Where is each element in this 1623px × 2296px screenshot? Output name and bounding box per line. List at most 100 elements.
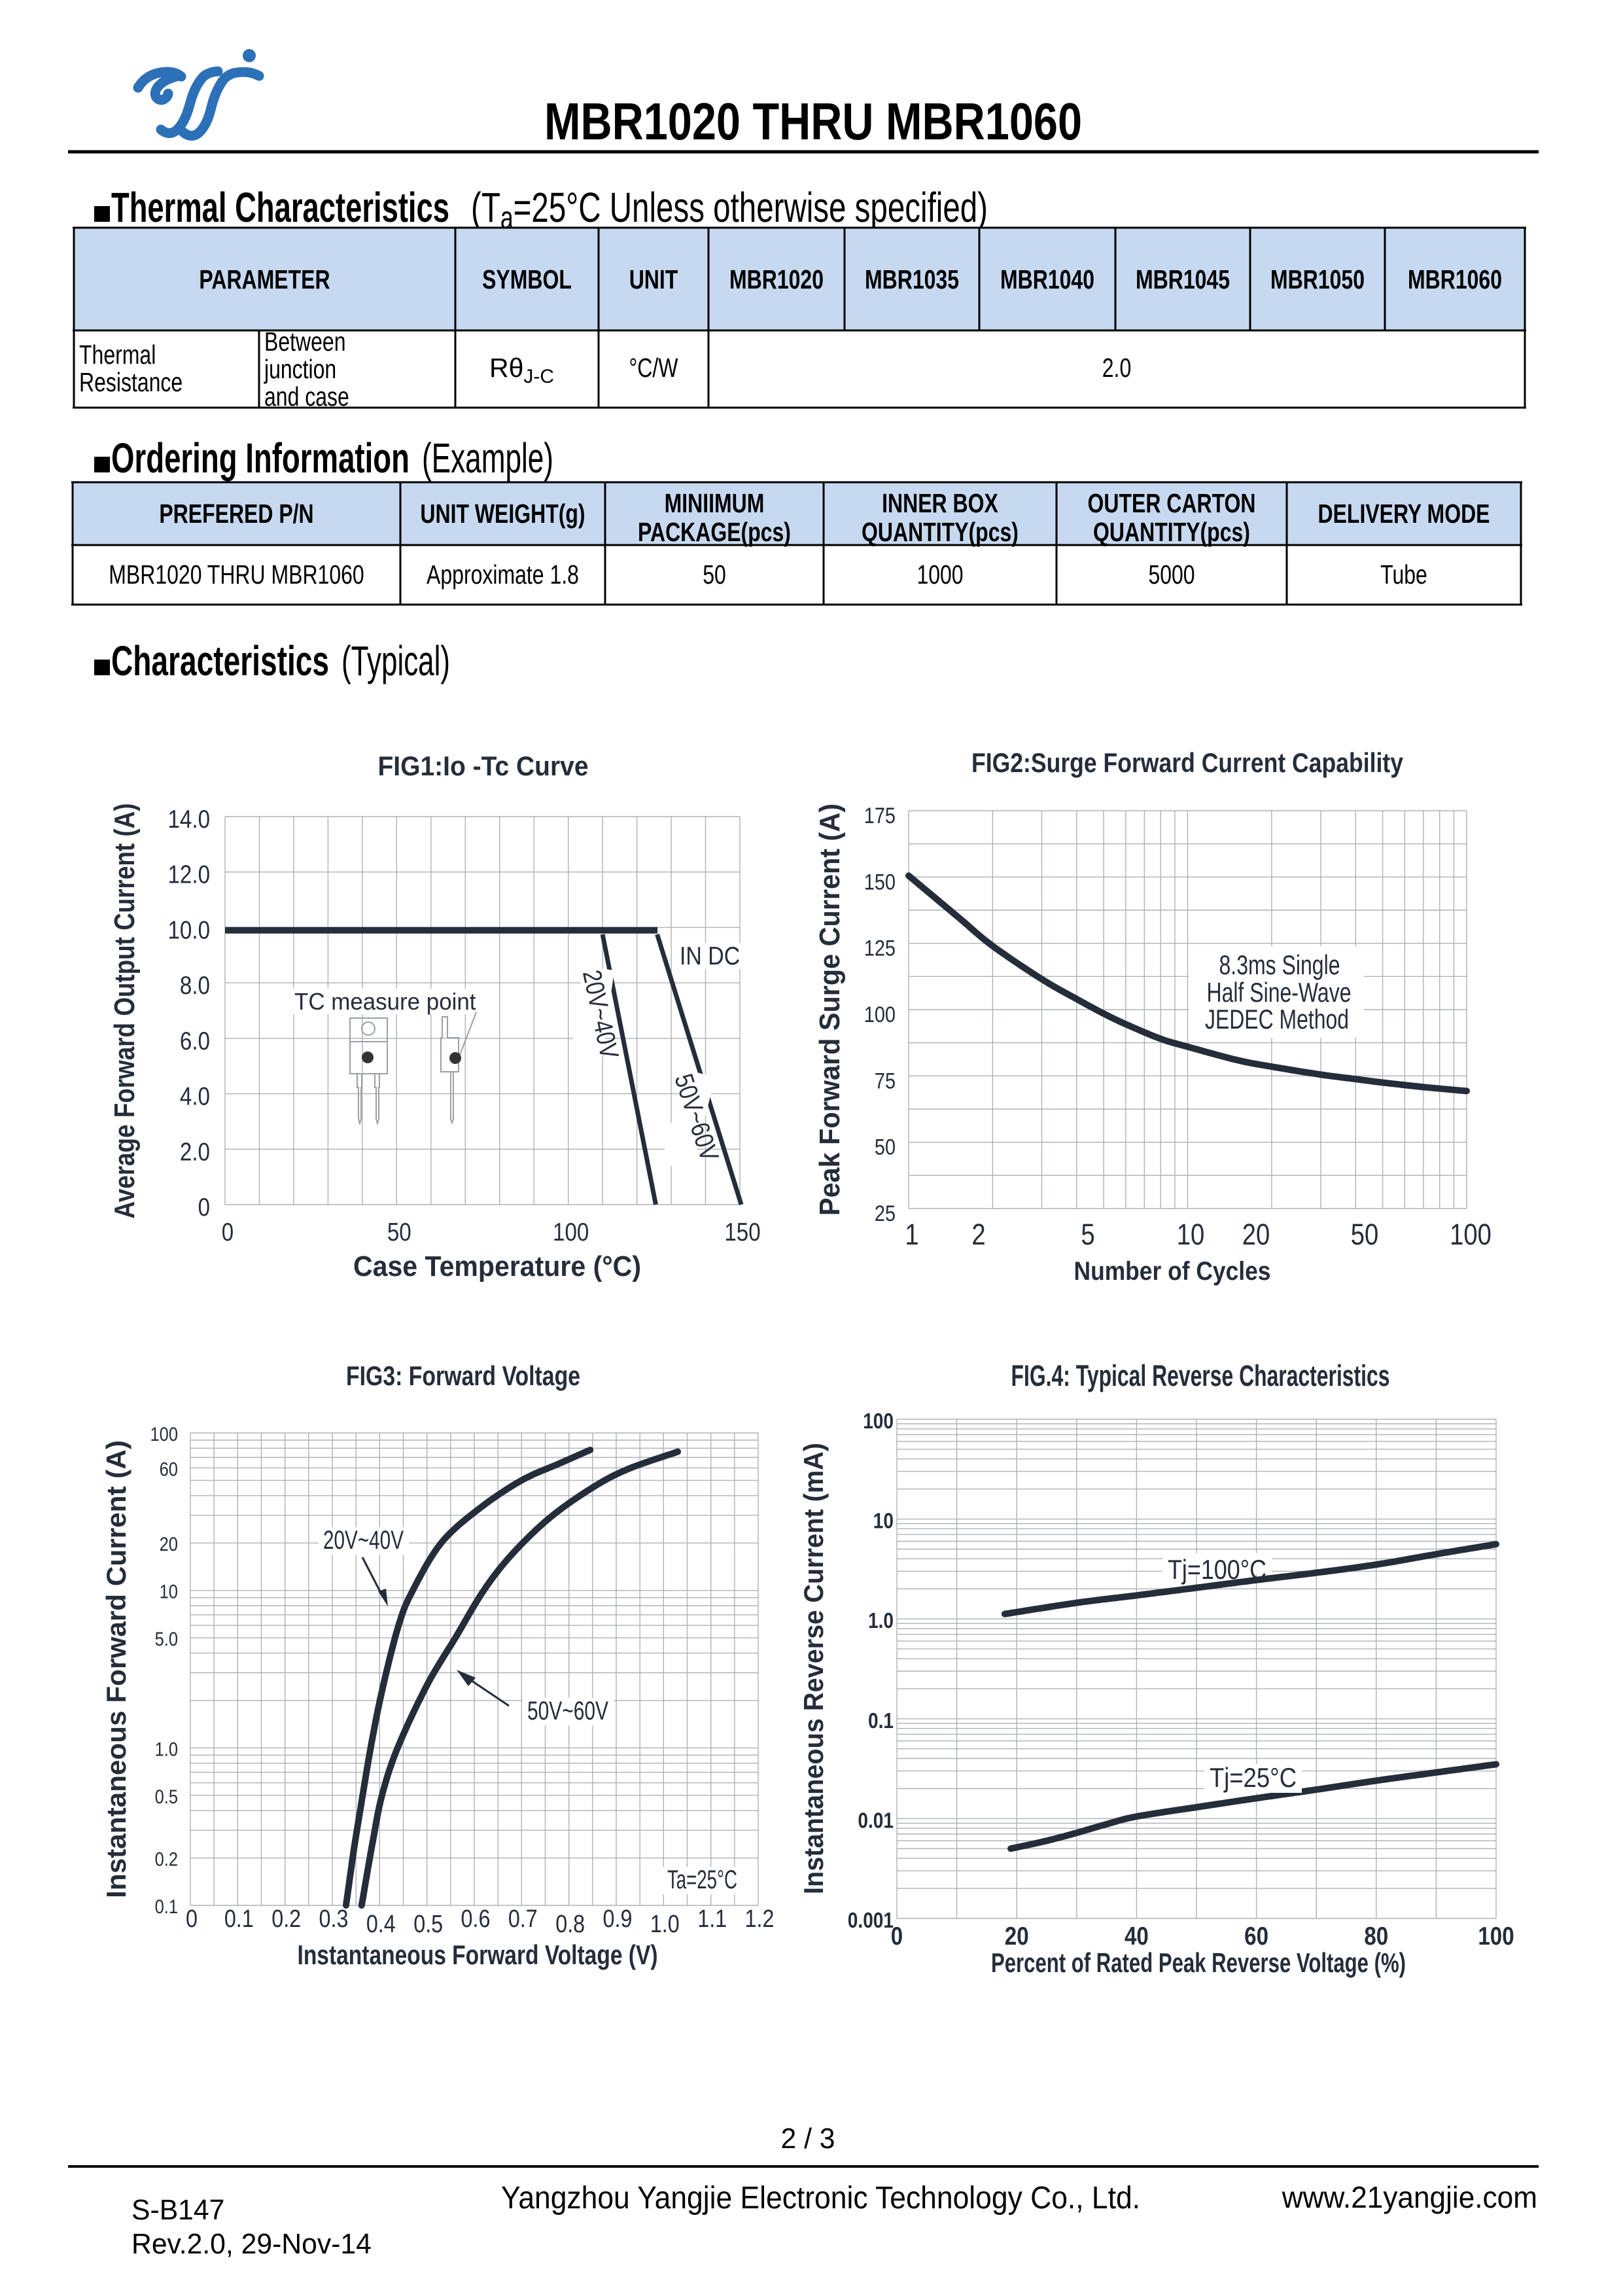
svg-text:0.5: 0.5 xyxy=(413,1911,443,1938)
svg-text:Approximate 1.8: Approximate 1.8 xyxy=(427,559,579,590)
svg-text:1.0: 1.0 xyxy=(650,1911,680,1938)
svg-text:TC measure point: TC measure point xyxy=(294,988,476,1015)
svg-text:0: 0 xyxy=(198,1193,210,1222)
svg-text:(Typical): (Typical) xyxy=(341,637,450,684)
svg-text:0.001: 0.001 xyxy=(848,1908,894,1932)
svg-text:Ordering Information: Ordering Information xyxy=(111,434,410,482)
svg-text:FIG3: Forward Voltage: FIG3: Forward Voltage xyxy=(346,1360,580,1391)
svg-text:Resistance: Resistance xyxy=(79,367,183,397)
svg-text:UNIT WEIGHT(g): UNIT WEIGHT(g) xyxy=(420,499,585,529)
svg-text:50: 50 xyxy=(703,559,726,590)
svg-text:0.1: 0.1 xyxy=(868,1708,894,1733)
svg-text:5: 5 xyxy=(1081,1218,1094,1251)
svg-text:Instantaneous Reverse Current: Instantaneous Reverse Current (mA) xyxy=(798,1443,829,1894)
svg-text:and case: and case xyxy=(264,381,349,412)
svg-text:Instantaneous Forward Voltage: Instantaneous Forward Voltage (V) xyxy=(298,1939,658,1970)
svg-text:Tube: Tube xyxy=(1380,559,1427,590)
svg-text:(Ta=25°C Unless otherwise spec: (Ta=25°C Unless otherwise specified) xyxy=(471,184,988,236)
svg-text:175: 175 xyxy=(864,804,896,828)
svg-text:20: 20 xyxy=(1005,1922,1029,1951)
svg-text:150: 150 xyxy=(724,1218,760,1246)
svg-text:100: 100 xyxy=(150,1424,179,1445)
svg-text:1000: 1000 xyxy=(916,559,963,590)
svg-text:MBR1020 THRU MBR1060: MBR1020 THRU MBR1060 xyxy=(544,92,1082,150)
svg-text:JEDEC Method: JEDEC Method xyxy=(1205,1004,1349,1034)
svg-text:Average Forward Output Current: Average Forward Output Current (A) xyxy=(109,804,141,1219)
svg-text:0.7: 0.7 xyxy=(508,1905,538,1933)
svg-text:Number of Cycles: Number of Cycles xyxy=(1074,1257,1271,1286)
svg-text:2.0: 2.0 xyxy=(180,1138,210,1166)
svg-text:1.1: 1.1 xyxy=(697,1905,727,1933)
svg-text:Half Sine-Wave: Half Sine-Wave xyxy=(1207,977,1352,1008)
svg-text:12.0: 12.0 xyxy=(168,861,211,889)
svg-text:DELIVERY MODE: DELIVERY MODE xyxy=(1318,499,1490,529)
svg-text:INNER BOX: INNER BOX xyxy=(882,488,998,518)
svg-text:0.3: 0.3 xyxy=(319,1905,349,1933)
svg-text:Percent of Rated Peak Reverse: Percent of Rated Peak Reverse Voltage (%… xyxy=(991,1947,1406,1978)
svg-text:Yangzhou Yangjie Electronic Te: Yangzhou Yangjie Electronic Technology C… xyxy=(501,2181,1140,2216)
svg-text:6.0: 6.0 xyxy=(180,1027,210,1055)
svg-text:0.2: 0.2 xyxy=(271,1905,301,1933)
svg-text:5.0: 5.0 xyxy=(155,1629,178,1650)
svg-text:MBR1045: MBR1045 xyxy=(1136,264,1230,294)
svg-text:5000: 5000 xyxy=(1148,559,1195,590)
svg-text:20: 20 xyxy=(1242,1218,1270,1251)
svg-text:2: 2 xyxy=(971,1218,985,1251)
svg-text:Instantaneous Forward Current: Instantaneous Forward Current (A) xyxy=(101,1440,131,1898)
svg-text:0: 0 xyxy=(186,1905,198,1933)
svg-text:Ta=25°C: Ta=25°C xyxy=(667,1865,737,1894)
svg-text:100: 100 xyxy=(864,1002,896,1027)
svg-text:Characteristics: Characteristics xyxy=(111,637,329,684)
svg-text:Tj=100°C: Tj=100°C xyxy=(1168,1554,1266,1585)
svg-text:0: 0 xyxy=(891,1922,903,1951)
svg-text:Rev.2.0, 29-Nov-14: Rev.2.0, 29-Nov-14 xyxy=(131,2228,372,2260)
svg-text:50V~60V: 50V~60V xyxy=(527,1697,608,1725)
svg-text:FIG2:Surge Forward Current Cap: FIG2:Surge Forward Current Capability xyxy=(971,747,1404,778)
svg-text:10: 10 xyxy=(873,1509,894,1533)
svg-text:50: 50 xyxy=(875,1135,896,1160)
svg-text:50: 50 xyxy=(387,1218,411,1246)
svg-text:QUANTITY(pcs): QUANTITY(pcs) xyxy=(862,517,1019,547)
svg-text:0.8: 0.8 xyxy=(555,1911,585,1938)
svg-text:100: 100 xyxy=(1478,1922,1514,1951)
svg-text:S-B147: S-B147 xyxy=(131,2194,224,2226)
svg-text:60: 60 xyxy=(160,1458,178,1480)
svg-text:1.2: 1.2 xyxy=(745,1905,775,1933)
svg-text:MBR1060: MBR1060 xyxy=(1408,264,1502,294)
svg-text:junction: junction xyxy=(264,354,336,384)
svg-text:100: 100 xyxy=(553,1218,589,1246)
svg-text:MBR1020: MBR1020 xyxy=(729,264,824,294)
svg-text:0.1: 0.1 xyxy=(155,1896,178,1918)
svg-text:8.3ms Single: 8.3ms Single xyxy=(1219,949,1340,980)
svg-text:Thermal Characteristics: Thermal Characteristics xyxy=(111,184,449,231)
svg-text:PARAMETER: PARAMETER xyxy=(199,264,330,294)
svg-text:100: 100 xyxy=(863,1409,894,1433)
svg-text:OUTER CARTON: OUTER CARTON xyxy=(1088,488,1256,518)
svg-text:75: 75 xyxy=(875,1069,896,1093)
svg-text:4.0: 4.0 xyxy=(180,1083,210,1111)
svg-text:PACKAGE(pcs): PACKAGE(pcs) xyxy=(638,517,791,547)
svg-text:UNIT: UNIT xyxy=(629,264,678,294)
svg-text:0: 0 xyxy=(222,1218,234,1246)
svg-text:14.0: 14.0 xyxy=(168,805,211,834)
svg-text:1.0: 1.0 xyxy=(868,1608,894,1633)
svg-text:20: 20 xyxy=(160,1534,178,1555)
svg-text:40: 40 xyxy=(1125,1922,1149,1951)
svg-text:80: 80 xyxy=(1364,1922,1388,1951)
svg-text:50: 50 xyxy=(1351,1218,1379,1251)
svg-text:25: 25 xyxy=(875,1201,896,1226)
svg-text:10: 10 xyxy=(1177,1218,1205,1251)
svg-text:10.0: 10.0 xyxy=(168,916,211,944)
svg-text:150: 150 xyxy=(864,870,896,894)
svg-text:0.01: 0.01 xyxy=(858,1808,894,1832)
svg-text:Between: Between xyxy=(264,327,346,357)
svg-text:Thermal: Thermal xyxy=(79,340,156,370)
svg-text:FIG.4: Typical Reverse Charact: FIG.4: Typical Reverse Characteristics xyxy=(1011,1359,1390,1392)
svg-text:MBR1050: MBR1050 xyxy=(1270,264,1365,294)
svg-text:2 / 3: 2 / 3 xyxy=(781,2123,835,2155)
svg-text:(Example): (Example) xyxy=(422,434,553,482)
svg-text:FIG1:Io -Tc Curve: FIG1:Io -Tc Curve xyxy=(378,751,589,781)
svg-text:0.4: 0.4 xyxy=(366,1911,396,1938)
svg-text:IN DC: IN DC xyxy=(680,942,740,970)
svg-text:Case Temperature (°C): Case Temperature (°C) xyxy=(353,1250,641,1282)
